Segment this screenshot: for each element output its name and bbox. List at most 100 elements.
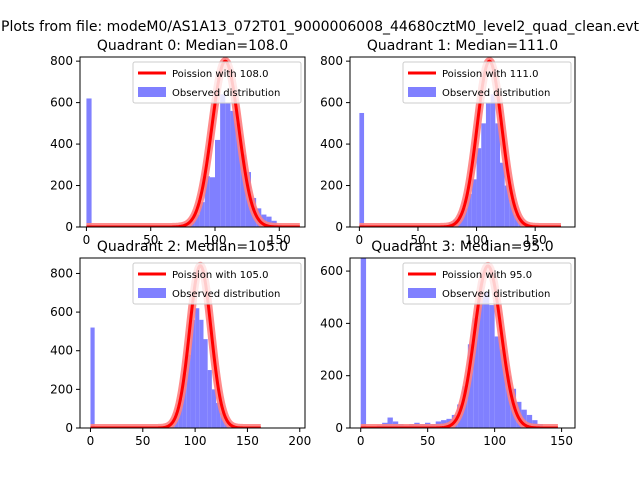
histogram-bar: [182, 373, 187, 428]
histogram-bar: [462, 208, 468, 227]
y-tick-label: 600: [320, 264, 343, 278]
histogram-bar: [199, 319, 204, 428]
histogram-bar: [215, 139, 221, 227]
legend-bar-swatch: [408, 288, 436, 298]
y-tick-label: 200: [320, 179, 343, 193]
poisson-curve: [360, 264, 559, 428]
quadrant-panel-0: 0 50 100 150 0 200 400 600 800 Poission with 108.…: [50, 38, 306, 247]
histogram-bar: [476, 148, 482, 227]
histogram-bar: [505, 375, 511, 428]
y-tick-label: 0: [65, 421, 73, 435]
histogram-bar: [266, 216, 272, 227]
poisson-curve: [89, 264, 262, 428]
histogram-bar: [204, 176, 210, 227]
axes-frame: [79, 56, 306, 228]
histogram-bar: [199, 202, 205, 227]
histogram-bar: [86, 98, 92, 227]
legend: Poission with 108.0 Observed distribution: [132, 61, 302, 104]
histogram-bar: [473, 318, 479, 428]
x-tick-label: 50: [410, 233, 425, 247]
legend-box: [402, 262, 572, 305]
legend-label-observed: Observed distribution: [442, 88, 550, 99]
histogram-bar: [186, 354, 191, 428]
y-tick-label: 0: [65, 220, 73, 234]
legend-box: [132, 61, 302, 104]
histogram-bar: [190, 319, 196, 428]
histogram-bar: [467, 344, 474, 428]
x-tick-label: 150: [268, 233, 291, 247]
y-tick-label: 400: [320, 137, 343, 151]
histogram-bar: [526, 414, 533, 428]
histogram-bar: [471, 179, 477, 227]
quadrant-panel-3: 0 50 100 150 0 200 400 600 Poission with 95.0 Obs…: [320, 239, 576, 448]
legend: Poission with 95.0 Observed distribution: [402, 262, 572, 305]
axes-frame: [349, 257, 576, 429]
histogram-bar: [500, 349, 506, 428]
quadrant-panel-1: 0 50 100 150 0 200 400 600 800 Poission with 111.…: [320, 38, 576, 247]
histogram-bar: [483, 292, 490, 428]
y-tick-label: 200: [50, 382, 73, 396]
legend-box: [402, 61, 572, 104]
histogram-bar: [207, 370, 212, 428]
histogram-bar: [240, 154, 246, 227]
histogram-bars: [83, 57, 303, 227]
x-tick-label: 0: [356, 233, 364, 247]
x-tick-label: 50: [420, 434, 435, 448]
x-tick-label: 0: [357, 434, 365, 448]
y-tick-label: 200: [50, 179, 73, 193]
x-tick-label: 100: [483, 434, 506, 448]
histogram-bar: [211, 389, 217, 428]
y-tick-label: 400: [50, 344, 73, 358]
x-tick-label: 150: [236, 434, 259, 448]
legend: Poission with 105.0 Observed distribution: [132, 262, 302, 305]
legend-label-observed: Observed distribution: [172, 289, 280, 300]
x-tick-label: 150: [524, 233, 547, 247]
legend-label-observed: Observed distribution: [442, 289, 550, 300]
axes-frame: [79, 257, 306, 429]
y-tick-label: 600: [50, 305, 73, 319]
panel-title: Quadrant 0: Median=108.0: [97, 38, 288, 54]
panel-title: Quadrant 3: Median=95.0: [371, 239, 553, 255]
histogram-bar: [203, 339, 208, 428]
legend-bar-swatch: [138, 288, 166, 298]
histogram-bar: [235, 123, 241, 227]
histogram-bar: [504, 185, 510, 227]
poisson-curve: [85, 59, 301, 227]
x-tick-label: 150: [550, 434, 573, 448]
poisson-curve: [358, 59, 562, 227]
legend-label-observed: Observed distribution: [172, 88, 280, 99]
histogram-bar: [467, 193, 472, 227]
y-tick-label: 200: [320, 369, 343, 383]
x-tick-label: 50: [143, 233, 158, 247]
y-tick-label: 800: [50, 266, 73, 280]
histogram-bar: [195, 308, 200, 428]
histogram-bar: [220, 94, 226, 227]
legend: Poission with 111.0 Observed distribution: [402, 61, 572, 104]
y-tick-label: 800: [50, 54, 73, 68]
histogram-bar: [216, 402, 221, 428]
histogram-bar: [485, 102, 491, 227]
x-tick-label: 0: [83, 233, 91, 247]
x-tick-label: 200: [288, 434, 311, 448]
histogram-bar: [490, 94, 496, 227]
histogram-bar: [489, 305, 495, 428]
histogram-bar: [209, 177, 215, 227]
legend-label-poisson: Poission with 111.0: [442, 69, 538, 80]
legend-label-poisson: Poission with 108.0: [172, 69, 268, 80]
histogram-bar: [478, 281, 484, 428]
histogram-bar: [387, 417, 393, 428]
histogram-bar: [521, 409, 527, 428]
y-tick-label: 800: [320, 54, 343, 68]
histogram-bar: [90, 327, 95, 428]
panel-title: Quadrant 1: Median=111.0: [367, 38, 558, 54]
legend-bar-swatch: [138, 87, 166, 97]
histogram-bar: [500, 162, 505, 227]
legend-bar-swatch: [408, 87, 436, 97]
y-tick-label: 0: [335, 421, 343, 435]
histogram-bar: [194, 214, 200, 227]
histogram-bar: [230, 110, 236, 227]
legend-label-poisson: Poission with 105.0: [172, 270, 268, 281]
y-tick-label: 0: [335, 220, 343, 234]
x-tick-label: 100: [465, 233, 488, 247]
